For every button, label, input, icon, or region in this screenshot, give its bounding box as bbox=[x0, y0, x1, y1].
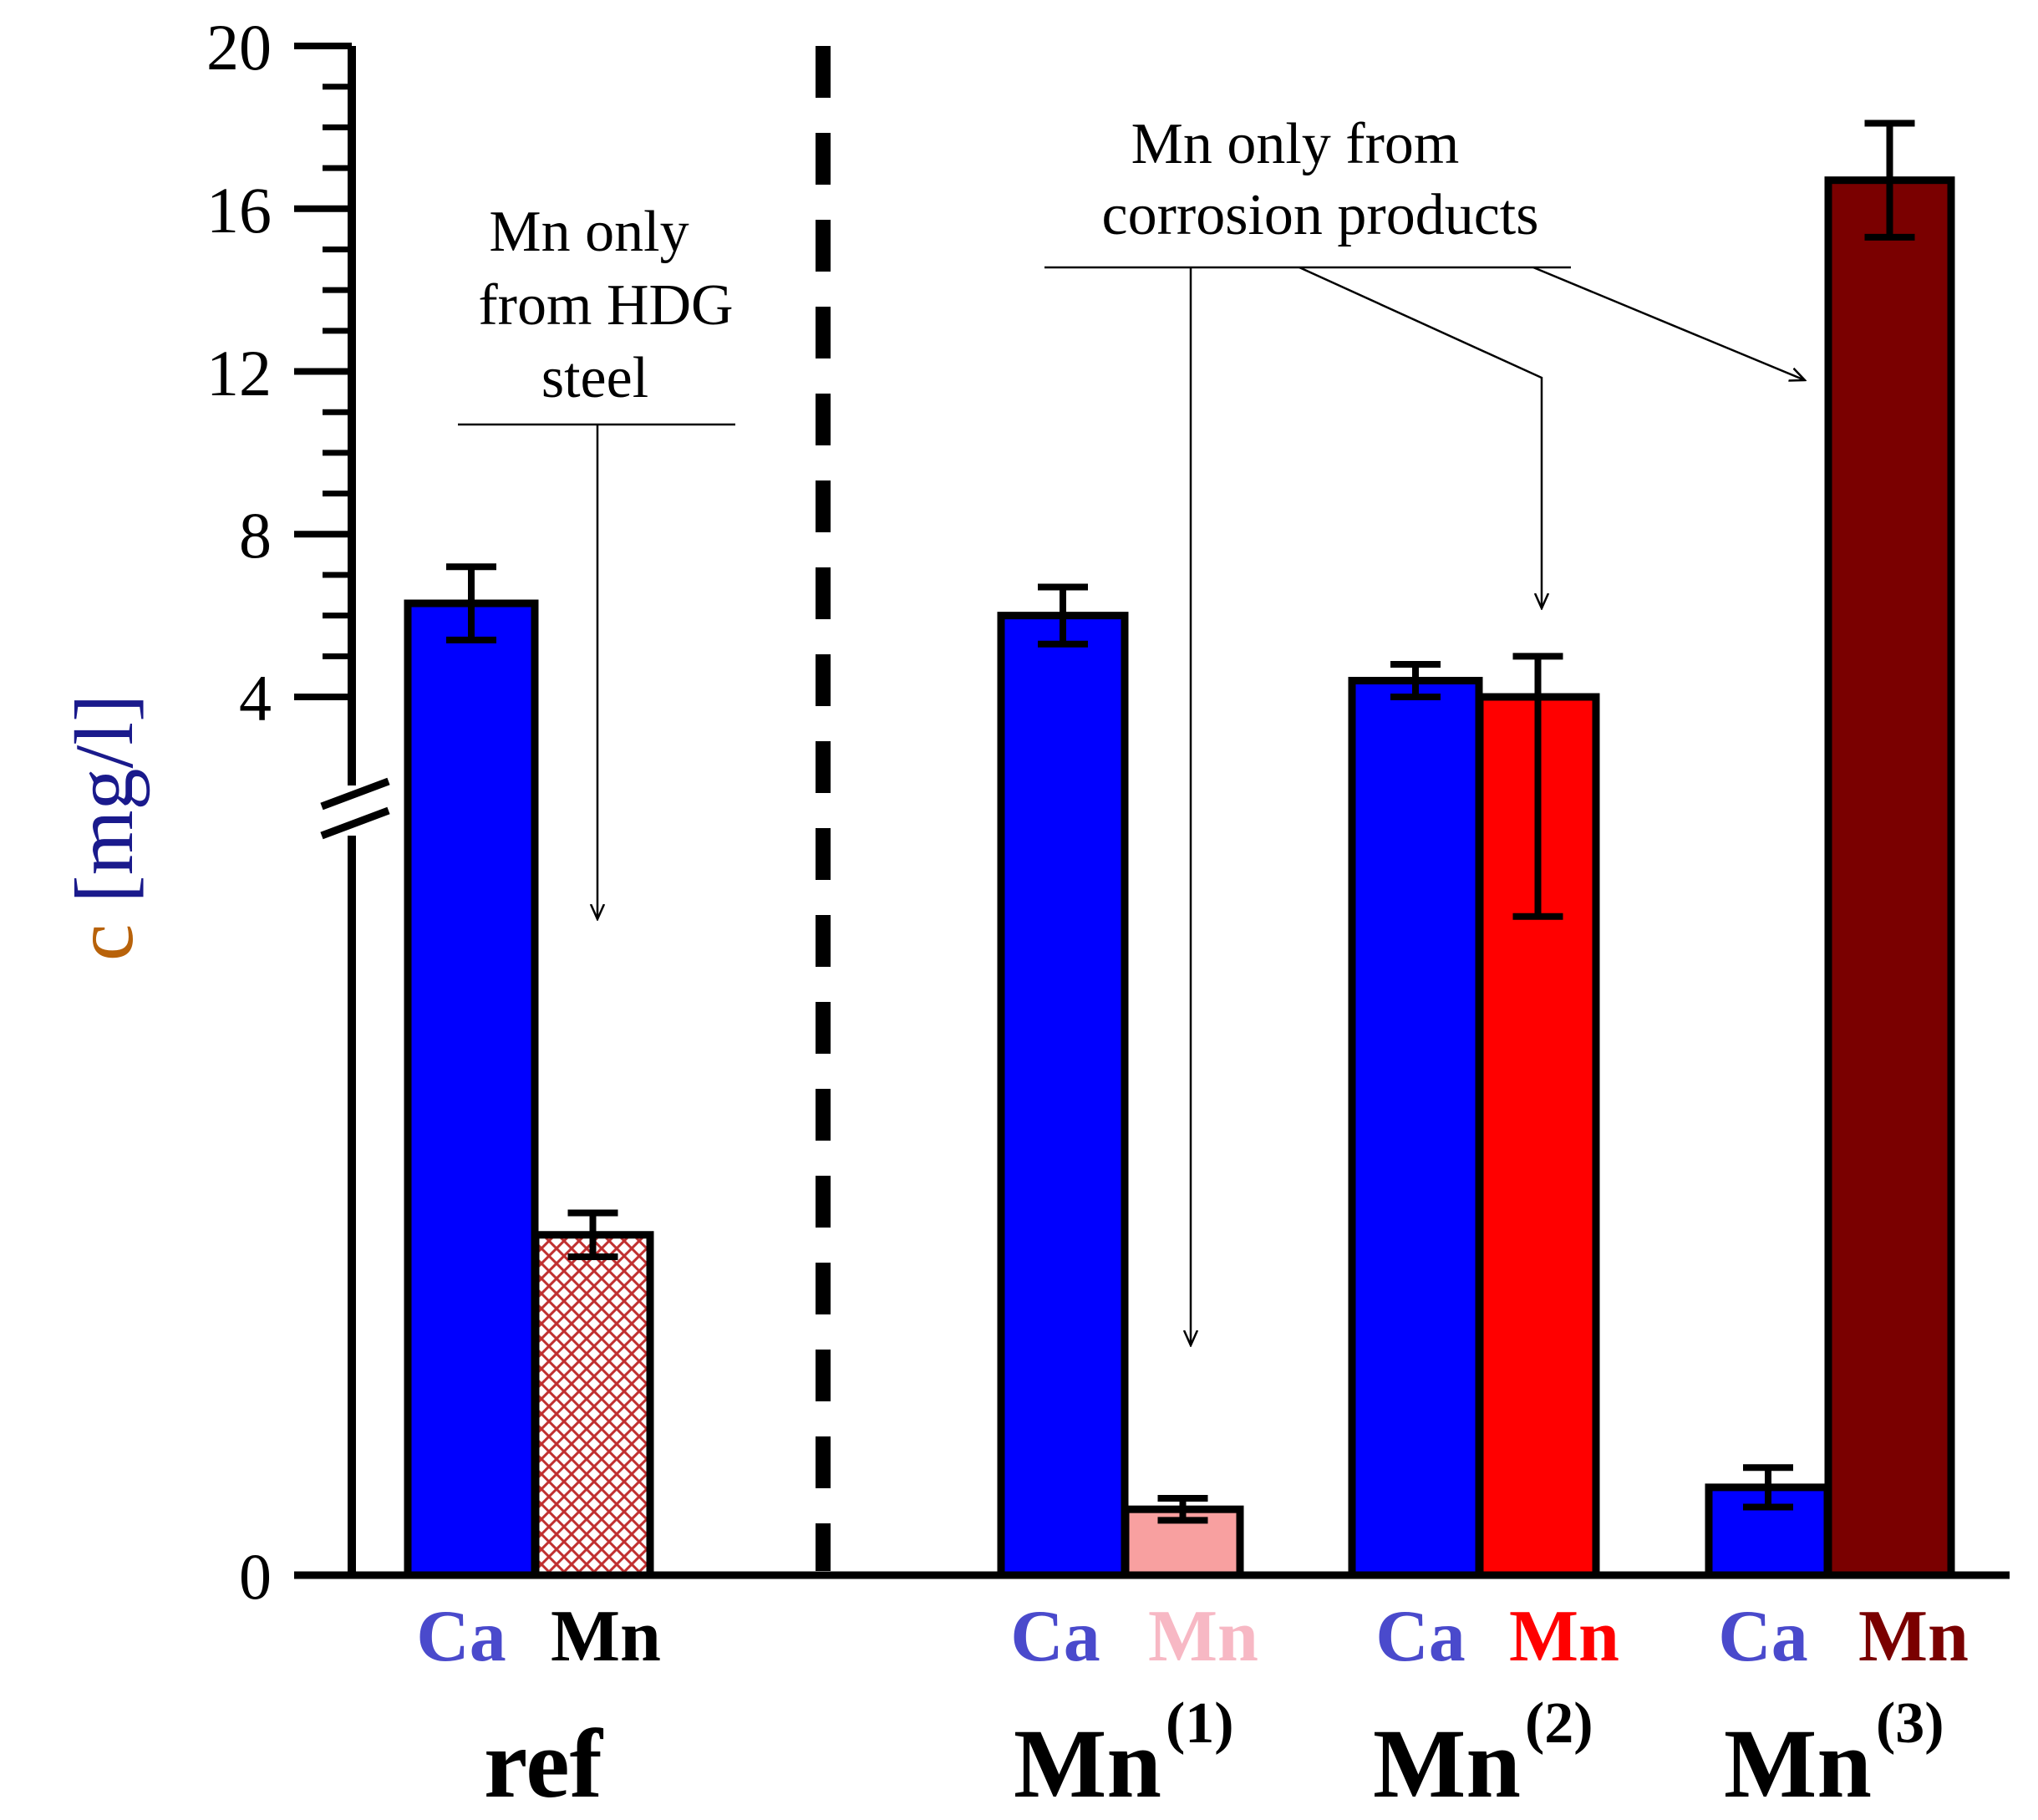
cat-label-ref-mn: Mn bbox=[551, 1596, 661, 1677]
error-bar-mn3-ca bbox=[1743, 1464, 1793, 1511]
group-label-mn3: Mn bbox=[1724, 1709, 1872, 1818]
y-tick-label-4: 4 bbox=[239, 662, 272, 735]
y-axis-label: c [mg/l] bbox=[58, 694, 150, 961]
group-label-mn3-sup: (3) bbox=[1876, 1691, 1944, 1756]
y-axis-ticks bbox=[294, 43, 352, 1579]
error-bar-mn2-ca bbox=[1390, 661, 1441, 700]
y-axis-label-unit: [mg/l] bbox=[58, 694, 150, 903]
annotation-corrosion-arrow-2 bbox=[1299, 266, 1542, 608]
annotation-hdg: Mn only from HDG steel bbox=[458, 200, 735, 919]
cat-label-mn2-mn: Mn bbox=[1509, 1596, 1619, 1677]
cat-label-ref-ca: Ca bbox=[416, 1596, 506, 1677]
error-bar-ref-ca bbox=[446, 563, 496, 643]
group-label-mn1: Mn bbox=[1014, 1709, 1161, 1818]
y-axis-break-marker bbox=[320, 777, 390, 840]
annotation-corrosion-line-2: corrosion products bbox=[1102, 183, 1539, 247]
annotation-hdg-line-3: steel bbox=[541, 346, 648, 410]
cat-label-mn1-mn: Mn bbox=[1148, 1596, 1258, 1677]
group-label-mn2-sup: (2) bbox=[1525, 1691, 1593, 1756]
cat-label-mn1-ca: Ca bbox=[1010, 1596, 1100, 1677]
y-tick-label-20: 20 bbox=[206, 11, 272, 84]
bar-mn3-mn bbox=[1824, 176, 1955, 1579]
error-bars-layer bbox=[446, 119, 1915, 1524]
annotation-corrosion-arrow-3 bbox=[1532, 266, 1805, 380]
y-tick-label-0: 0 bbox=[239, 1540, 272, 1613]
cat-label-mn2-ca: Ca bbox=[1375, 1596, 1466, 1677]
y-tick-label-8: 8 bbox=[239, 499, 272, 572]
bar-mn2-ca bbox=[1348, 677, 1483, 1579]
group-labels: ref Mn (1) Mn (2) Mn (3) bbox=[484, 1691, 1944, 1818]
annotation-hdg-line-1: Mn only bbox=[489, 200, 689, 264]
error-bar-mn1-mn bbox=[1157, 1495, 1208, 1524]
annotation-corrosion-line-1: Mn only from bbox=[1131, 112, 1460, 176]
cat-label-mn3-ca: Ca bbox=[1718, 1596, 1808, 1677]
group-label-mn2: Mn bbox=[1373, 1709, 1521, 1818]
error-bar-ref-mn bbox=[567, 1209, 618, 1261]
category-labels: Ca Mn Ca Mn Ca Mn Ca Mn bbox=[416, 1596, 1969, 1677]
group-label-mn1-sup: (1) bbox=[1166, 1691, 1234, 1756]
group-label-ref: ref bbox=[484, 1709, 604, 1818]
y-axis-tick-labels: 0 4 8 12 16 20 bbox=[206, 11, 272, 1613]
error-bar-mn3-mn bbox=[1864, 119, 1915, 241]
y-tick-label-12: 12 bbox=[206, 337, 272, 409]
error-bar-mn1-ca bbox=[1038, 583, 1088, 648]
bar-ref-ca bbox=[404, 599, 539, 1579]
error-bar-mn2-mn bbox=[1512, 653, 1563, 920]
annotation-corrosion: Mn only from corrosion products bbox=[1044, 112, 1805, 1345]
annotation-hdg-line-2: from HDG bbox=[478, 273, 733, 338]
cat-label-mn3-mn: Mn bbox=[1858, 1596, 1969, 1677]
y-axis-label-symbol: c bbox=[58, 903, 150, 961]
bar-mn1-ca bbox=[997, 612, 1129, 1579]
y-tick-label-16: 16 bbox=[206, 174, 272, 247]
bar-ref-mn bbox=[531, 1231, 654, 1579]
